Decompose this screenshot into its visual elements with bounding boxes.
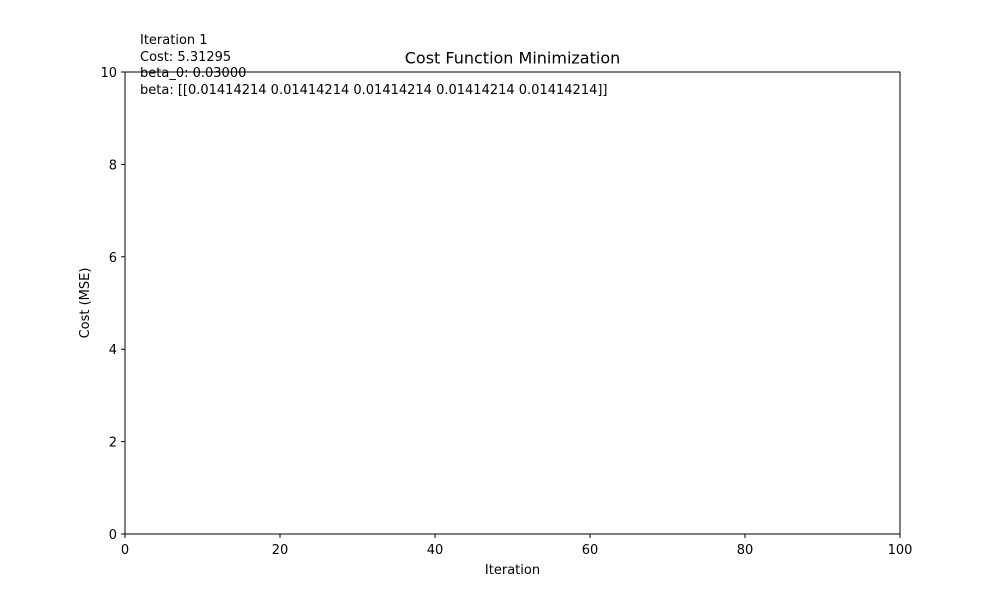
x-tick-label: 0 [121,543,129,558]
annotation-beta0: beta_0: 0.03000 [140,66,247,81]
x-tick-label: 100 [888,543,913,558]
annotation-beta: beta: [[0.01414214 0.01414214 0.01414214… [140,82,608,98]
x-axis-label: Iteration [485,563,540,578]
y-tick-label: 10 [100,66,117,81]
x-axis-ticks: 0 20 40 60 80 100 [121,534,913,558]
x-tick-label: 40 [427,543,444,558]
plot-area [124,71,901,535]
x-tick-label: 20 [272,543,289,558]
x-tick-label: 60 [582,543,599,558]
y-tick-label: 6 [109,251,117,266]
y-axis-ticks: 0 2 4 6 8 10 [100,66,125,543]
x-tick-label: 80 [737,543,754,558]
chart-title: Cost Function Minimization [405,49,621,68]
y-tick-label: 0 [109,528,117,543]
y-axis-label: Cost (MSE) [78,268,93,339]
y-tick-label: 4 [109,343,117,358]
y-tick-label: 8 [109,158,117,173]
annotation-iteration: Iteration 1 [140,33,208,48]
annotation-cost: Cost: 5.31295 [140,49,232,65]
y-tick-label: 2 [109,436,117,451]
